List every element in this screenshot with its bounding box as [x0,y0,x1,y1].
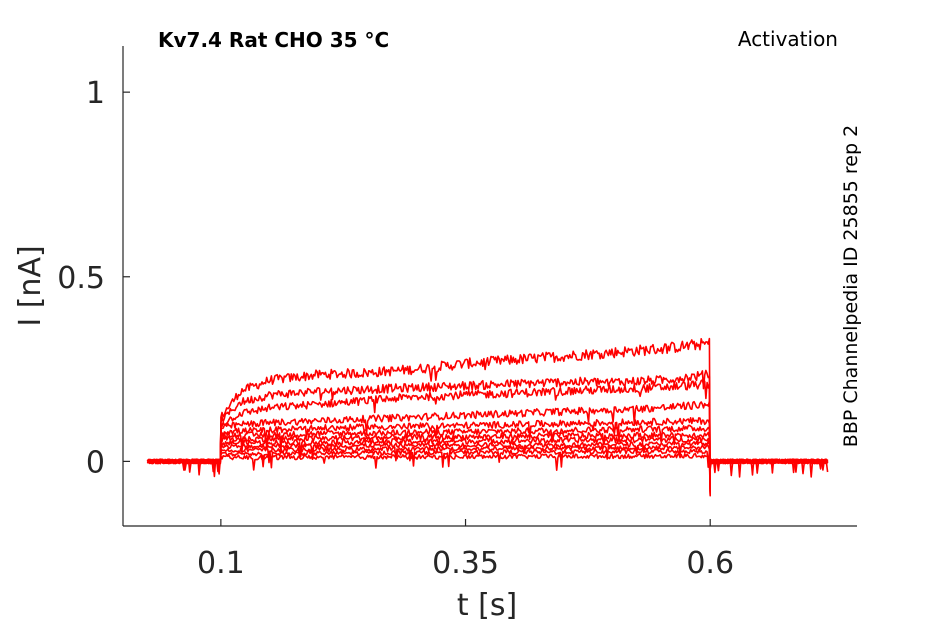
y-tick-label: 1 [86,76,105,111]
x-tick-label: 0.1 [197,546,245,581]
y-ticks: 00.51 [57,76,130,480]
chart-title: Kv7.4 Rat CHO 35 °C [158,28,389,52]
y-tick-label: 0.5 [57,261,105,296]
x-tick-label: 0.35 [432,546,499,581]
protocol-label: Activation [738,27,838,51]
current-trace-11 [146,427,828,496]
y-tick-label: 0 [86,445,105,480]
current-trace-12 [146,425,829,497]
x-tick-label: 0.6 [686,546,734,581]
current-trace-5 [147,417,829,489]
trace-group [146,337,829,497]
y-axis-label: I [nA] [13,245,48,326]
x-ticks: 0.1 0.35 0.6 [197,519,734,581]
x-axis-label: t [s] [457,588,517,623]
source-label: BBP Channelpedia ID 25855 rep 2 [840,125,862,447]
